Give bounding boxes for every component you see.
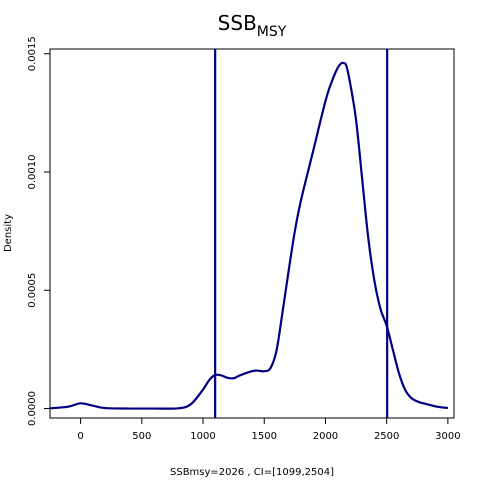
- x-tick-label: 1000: [190, 431, 215, 442]
- chart-title-main: SSB: [218, 11, 257, 35]
- chart-title-subscript: MSY: [257, 24, 287, 40]
- y-axis-title: Density: [3, 214, 14, 252]
- x-axis-title: SSBmsy=2026 , CI=[1099,2504]: [170, 467, 334, 478]
- x-axis: 0 500 1000 1500 2000 2500 3000: [77, 418, 461, 442]
- y-tick-label: 0.0010: [27, 155, 38, 190]
- y-axis: 0.0000 0.0005 0.0010 0.0015: [27, 36, 50, 426]
- y-tick-label: 0.0015: [27, 36, 38, 71]
- density-curve: [49, 61, 449, 410]
- x-tick-label: 0: [77, 431, 83, 442]
- x-tick-label: 3000: [435, 431, 460, 442]
- x-tick-label: 2500: [374, 431, 399, 442]
- x-tick-label: 1500: [252, 431, 277, 442]
- chart-title: SSBMSY: [218, 11, 287, 40]
- y-tick-label: 0.0005: [27, 273, 38, 308]
- ci-lines: [214, 49, 389, 418]
- x-tick-label: 2000: [313, 431, 338, 442]
- plot-frame: [49, 48, 455, 419]
- x-tick-label: 500: [132, 431, 151, 442]
- y-tick-label: 0.0000: [27, 391, 38, 426]
